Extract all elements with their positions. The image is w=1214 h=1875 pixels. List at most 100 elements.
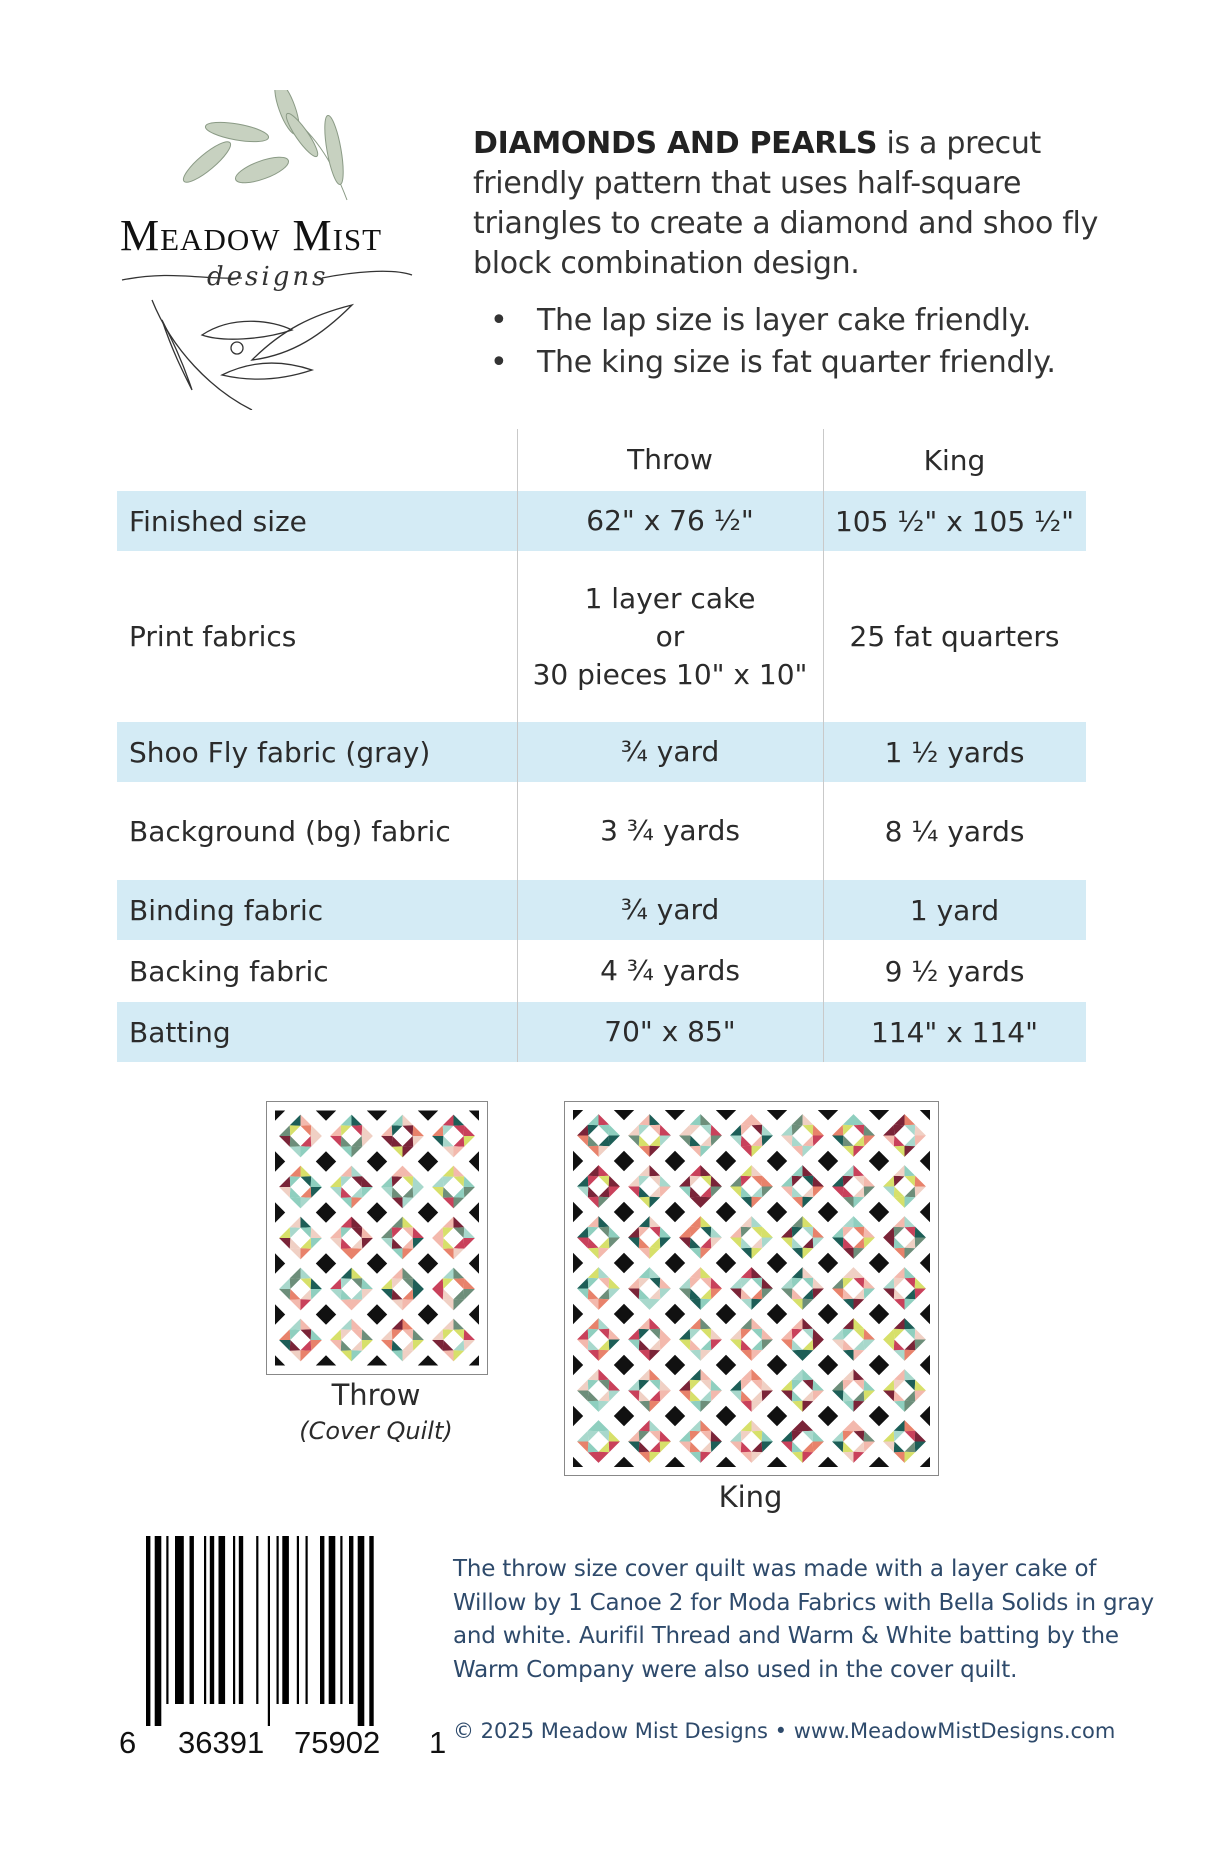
diamond-triangle	[402, 1238, 414, 1249]
diamond-triangle	[649, 1237, 661, 1249]
diamond-triangle	[904, 1451, 916, 1463]
corner-triangle	[664, 1110, 675, 1121]
diamond-triangle	[391, 1197, 403, 1209]
diamond-triangle	[740, 1349, 752, 1361]
diamond-triangle	[791, 1124, 803, 1136]
diamond-triangle	[689, 1124, 701, 1136]
diamond-triangle	[730, 1277, 742, 1289]
diamond-triangle	[608, 1328, 620, 1340]
diamond-triangle	[781, 1226, 793, 1238]
diamond-triangle	[751, 1328, 763, 1340]
diamond-triangle	[904, 1288, 916, 1300]
diamond-triangle	[289, 1146, 301, 1158]
diamond-triangle	[893, 1237, 905, 1249]
diamond-triangle	[402, 1165, 414, 1177]
diamond-triangle	[300, 1136, 312, 1147]
diamond-triangle	[740, 1175, 752, 1187]
diamond-triangle	[812, 1186, 824, 1198]
diamond-triangle	[904, 1145, 916, 1157]
diamond-triangle	[853, 1298, 865, 1310]
corner-triangle	[468, 1263, 479, 1274]
diamond-triangle	[638, 1318, 650, 1330]
diamond-triangle	[598, 1339, 610, 1351]
barcode-bar	[166, 1536, 169, 1704]
diamond-triangle	[649, 1369, 661, 1381]
diamond-triangle	[587, 1390, 599, 1402]
diamond-triangle	[659, 1124, 671, 1136]
diamond-triangle	[679, 1175, 691, 1187]
corner-triangle	[919, 1405, 930, 1416]
diamond-triangle	[587, 1430, 599, 1442]
diamond-triangle	[310, 1340, 322, 1351]
shoo-fly-square	[720, 1206, 732, 1218]
diamond-triangle	[751, 1247, 763, 1259]
diamond-triangle	[577, 1237, 589, 1249]
diamond-triangle	[853, 1420, 865, 1432]
diamond-triangle	[598, 1277, 610, 1289]
shoo-fly-square	[618, 1410, 630, 1422]
corner-triangle	[326, 1355, 337, 1366]
diamond-triangle	[751, 1441, 763, 1453]
shoo-fly-square	[720, 1308, 732, 1320]
diamond-triangle	[577, 1339, 589, 1351]
barcode-bar	[340, 1536, 343, 1704]
diamond-triangle	[577, 1135, 589, 1147]
diamond-triangle	[351, 1267, 363, 1279]
diamond-triangle	[904, 1420, 916, 1432]
diamond-triangle	[628, 1339, 640, 1351]
diamond-triangle	[700, 1175, 712, 1187]
diamond-triangle	[853, 1288, 865, 1300]
diamond-triangle	[391, 1329, 403, 1340]
diamond-triangle	[740, 1124, 752, 1136]
diamond-triangle	[463, 1329, 475, 1340]
diamond-triangle	[402, 1267, 414, 1279]
barcode-bar	[154, 1536, 162, 1726]
diamond-triangle	[781, 1175, 793, 1187]
diamond-triangle	[391, 1146, 403, 1158]
diamond-triangle	[761, 1175, 773, 1187]
diamond-triangle	[751, 1369, 763, 1381]
diamond-triangle	[598, 1451, 610, 1463]
diamond-triangle	[740, 1339, 752, 1351]
diamond-triangle	[700, 1216, 712, 1228]
diamond-triangle	[330, 1278, 342, 1289]
diamond-triangle	[802, 1165, 814, 1177]
diamond-triangle	[598, 1216, 610, 1228]
diamond-triangle	[587, 1318, 599, 1330]
diamond-triangle	[791, 1277, 803, 1289]
diamond-triangle	[638, 1369, 650, 1381]
barcode-digit: 6	[119, 1725, 137, 1760]
corner-triangle	[275, 1212, 286, 1223]
diamond-triangle	[340, 1340, 352, 1351]
diamond-triangle	[279, 1187, 291, 1198]
diamond-triangle	[638, 1390, 650, 1402]
corner-triangle	[428, 1110, 439, 1121]
diamond-triangle	[904, 1124, 916, 1136]
diamond-triangle	[649, 1379, 661, 1391]
diamond-triangle	[340, 1165, 352, 1177]
diamond-triangle	[853, 1114, 865, 1126]
diamond-triangle	[442, 1289, 454, 1300]
diamond-triangle	[628, 1379, 640, 1391]
materials-note: The throw size cover quilt was made with…	[453, 1556, 1154, 1683]
diamond-triangle	[730, 1124, 742, 1136]
diamond-triangle	[883, 1237, 895, 1249]
diamond-triangle	[740, 1267, 752, 1279]
diamond-triangle	[700, 1247, 712, 1259]
shoo-fly-square	[873, 1359, 885, 1371]
diamond-triangle	[649, 1247, 661, 1259]
diamond-triangle	[893, 1451, 905, 1463]
diamond-triangle	[791, 1237, 803, 1249]
corner-triangle	[468, 1304, 479, 1315]
table-row: Finished size 62" x 76 ½" 105 ½" x 105 ½…	[117, 491, 1086, 551]
diamond-triangle	[710, 1135, 722, 1147]
diamond-triangle	[751, 1114, 763, 1126]
diamond-triangle	[300, 1278, 312, 1289]
diamond-triangle	[638, 1237, 650, 1249]
diamond-triangle	[781, 1339, 793, 1351]
diamond-triangle	[689, 1328, 701, 1340]
diamond-triangle	[391, 1187, 403, 1198]
shoo-fly-square	[771, 1308, 783, 1320]
diamond-triangle	[863, 1430, 875, 1442]
diamond-triangle	[587, 1379, 599, 1391]
